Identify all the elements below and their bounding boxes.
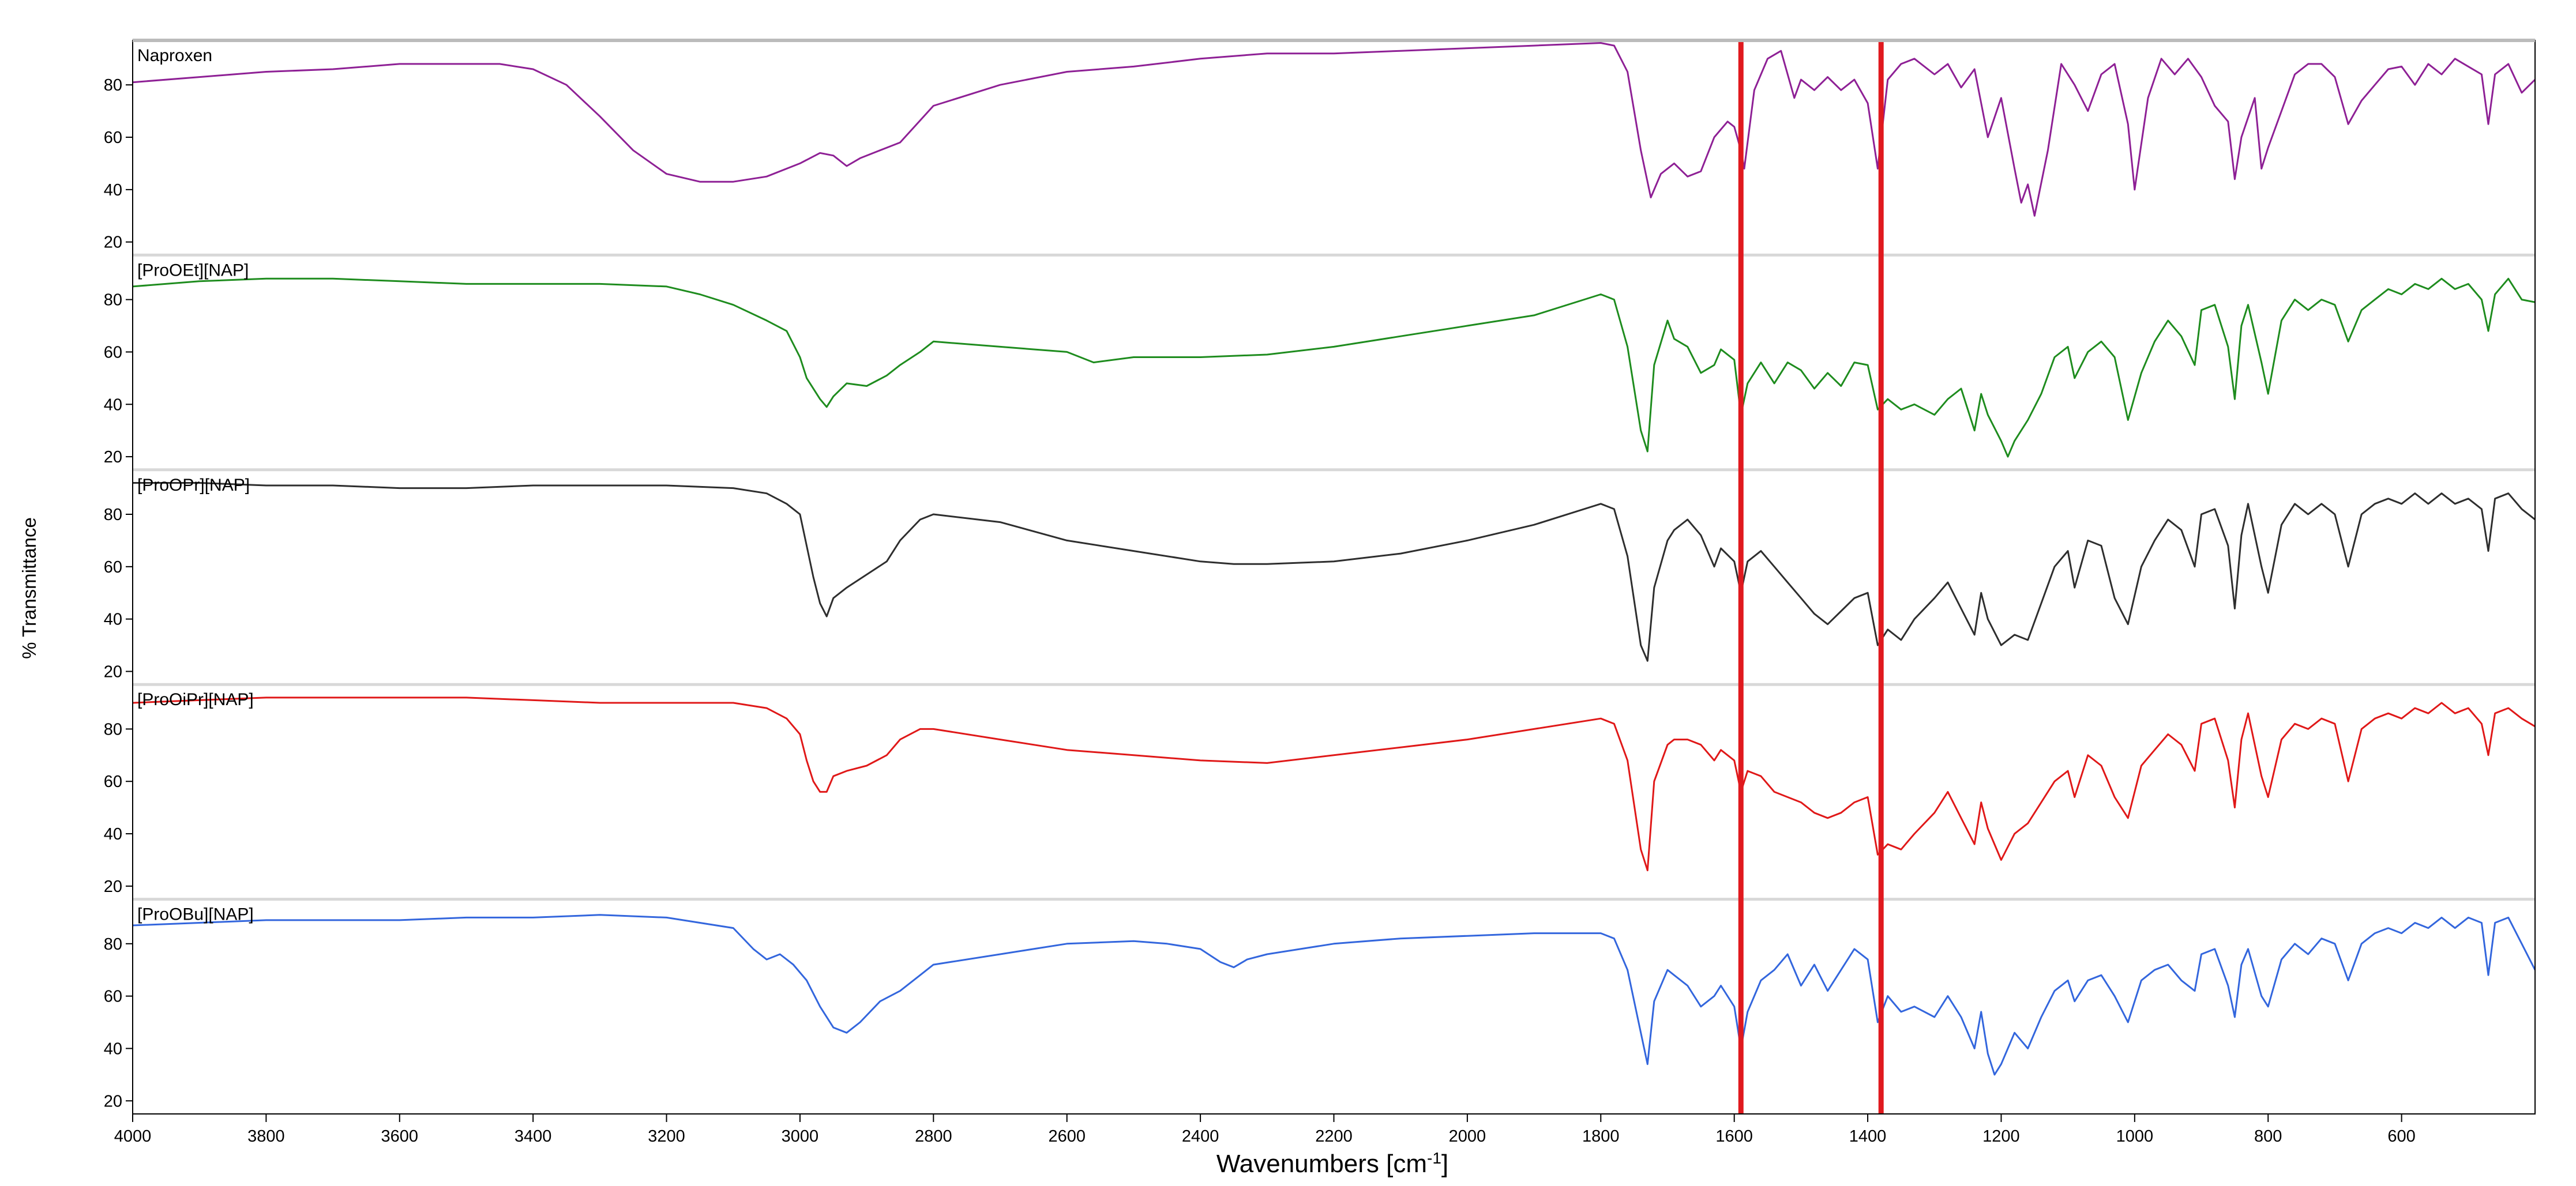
marker-lines: [1738, 40, 1884, 1114]
plot-frame: [132, 39, 2536, 1115]
y-axis-ticks: 20 40 60 80 20 40 60 80 20 40 60 80 20 40 60 80 20 40 60 80: [104, 76, 133, 1110]
x-axis-title-main: Wavenumbers [cm: [1216, 1150, 1427, 1178]
x-axis-ticks: 4000 3800 3600 3400 3200 3000 2800 2600 2400 2200…: [114, 1114, 2416, 1146]
y-tick-label: 60: [104, 558, 122, 577]
series-label: [ProOEt][NAP]: [137, 261, 249, 280]
y-tick-label: 80: [104, 720, 122, 739]
series-label: [ProOiPr][NAP]: [137, 690, 254, 709]
y-tick-label: 40: [104, 181, 122, 199]
y-tick-label: 20: [104, 1092, 122, 1110]
x-tick-label: 1200: [1982, 1127, 2020, 1146]
y-tick-label: 40: [104, 396, 122, 414]
x-tick-label: 600: [2387, 1127, 2415, 1146]
x-tick-label: 2000: [1449, 1127, 1486, 1146]
y-tick-label: 80: [104, 935, 122, 954]
y-tick-label: 20: [104, 234, 122, 252]
x-tick-label: 3000: [782, 1127, 819, 1146]
y-tick-label: 60: [104, 773, 122, 791]
x-axis-title-sup: -1: [1427, 1149, 1441, 1167]
y-tick-label: 80: [104, 76, 122, 95]
x-tick-label: 3600: [381, 1127, 419, 1146]
series-label: [ProOBu][NAP]: [137, 905, 254, 924]
x-tick-label: 1000: [2116, 1127, 2154, 1146]
x-tick-label: 1800: [1582, 1127, 1620, 1146]
series-line: [132, 277, 2536, 458]
series-line: [132, 696, 2536, 872]
x-tick-label: 3800: [247, 1127, 285, 1146]
y-axis-title: % Transmittance: [18, 517, 40, 659]
x-tick-label: 2800: [915, 1127, 952, 1146]
y-tick-label: 60: [104, 988, 122, 1006]
x-tick-label: 2600: [1048, 1127, 1086, 1146]
y-tick-label: 40: [104, 611, 122, 629]
y-tick-label: 80: [104, 291, 122, 310]
x-tick-label: 1400: [1849, 1127, 1887, 1146]
x-tick-label: 3400: [515, 1127, 552, 1146]
x-tick-label: 2200: [1315, 1127, 1353, 1146]
y-tick-label: 20: [104, 878, 122, 896]
spectra-series: [132, 42, 2536, 1076]
series-label: [ProOPr][NAP]: [137, 476, 250, 495]
series-line: [132, 42, 2536, 217]
y-tick-label: 60: [104, 129, 122, 147]
series-line: [133, 482, 2536, 662]
panel-labels: Naproxen [ProOEt][NAP] [ProOPr][NAP] [ProOi…: [137, 46, 254, 924]
y-tick-label: 40: [104, 825, 122, 844]
x-tick-label: 2400: [1182, 1127, 1219, 1146]
y-tick-label: 40: [104, 1040, 122, 1058]
y-tick-label: 60: [104, 343, 122, 362]
x-tick-label: 1600: [1715, 1127, 1753, 1146]
panel-separators: [133, 253, 2535, 901]
y-tick-label: 20: [104, 662, 122, 681]
x-axis-title-close: ]: [1441, 1150, 1448, 1178]
x-tick-label: 800: [2254, 1127, 2282, 1146]
x-tick-label: 3200: [648, 1127, 685, 1146]
series-line: [132, 914, 2536, 1076]
x-tick-label: 4000: [114, 1127, 152, 1146]
series-label: Naproxen: [137, 46, 212, 65]
y-tick-label: 20: [104, 448, 122, 466]
y-tick-label: 80: [104, 506, 122, 524]
x-axis-title: Wavenumbers [cm-1]: [1216, 1149, 1448, 1179]
